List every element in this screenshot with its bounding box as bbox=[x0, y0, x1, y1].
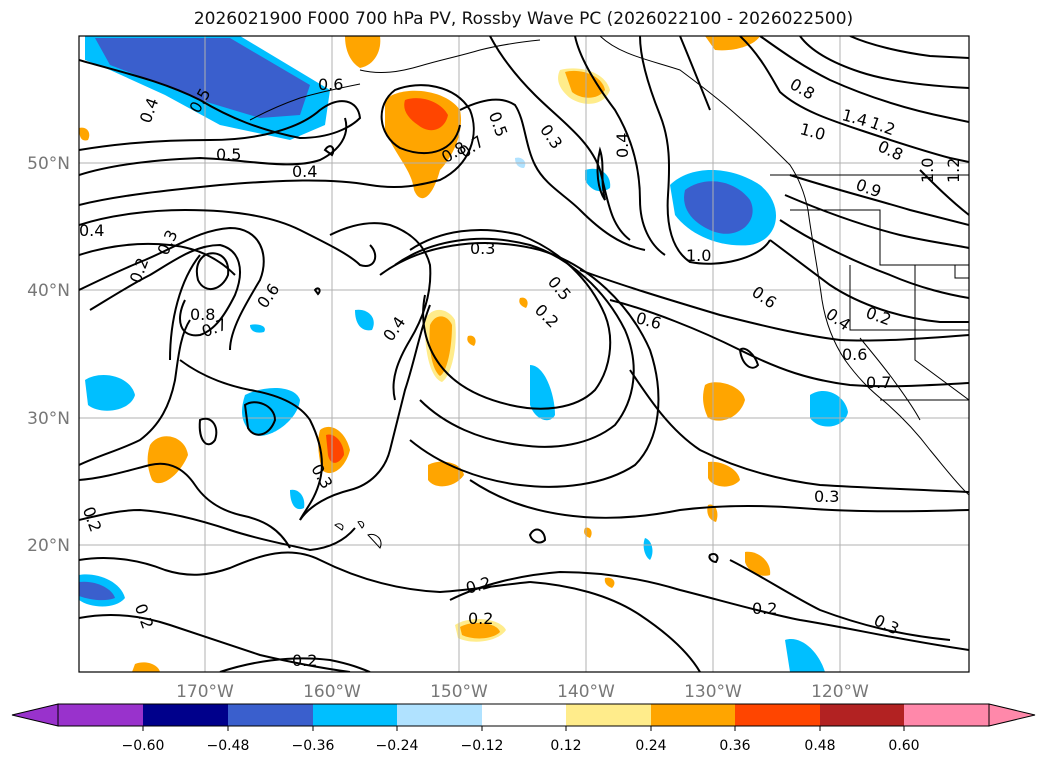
colorbar-tick-label: −0.48 bbox=[207, 738, 250, 754]
contour-label: 0.5 bbox=[216, 145, 241, 164]
lat-tick-label: 30°N bbox=[27, 409, 70, 429]
colorbar-tick-label: −0.24 bbox=[376, 738, 419, 754]
colorbar-segment bbox=[228, 704, 313, 726]
colorbar-segment bbox=[735, 704, 820, 726]
contour-label: 1.2 bbox=[944, 158, 963, 183]
colorbar-tick-label: 0.12 bbox=[550, 738, 581, 754]
contour-label: 0.3 bbox=[470, 239, 495, 258]
colorbar-tick-label: 0.48 bbox=[804, 738, 835, 754]
colorbar-tick-label: 0.36 bbox=[719, 738, 750, 754]
longitude-axis: 170°W 160°W 150°W 140°W 130°W 120°W bbox=[176, 682, 869, 702]
contour-label: 0.4 bbox=[613, 133, 632, 158]
contour-label: 0.2 bbox=[752, 599, 777, 618]
contour-label: 0.4 bbox=[79, 221, 104, 240]
contour-label: 0.2 bbox=[468, 609, 493, 628]
lon-tick-label: 150°W bbox=[430, 682, 488, 702]
colorbar-segment bbox=[820, 704, 904, 726]
contour-label: 0.8 bbox=[190, 305, 215, 324]
colorbar-tick-label: −0.12 bbox=[461, 738, 504, 754]
contour-label: 0.4 bbox=[292, 162, 317, 181]
colorbar-segment bbox=[904, 704, 989, 726]
gridlines bbox=[79, 36, 969, 672]
map-area bbox=[79, 36, 969, 672]
contour-label: 0.3 bbox=[814, 487, 839, 506]
colorbar-extend-min bbox=[11, 703, 59, 727]
pv-contours bbox=[79, 36, 969, 672]
lon-tick-label: 160°W bbox=[303, 682, 361, 702]
contour-label: 0.2 bbox=[292, 651, 317, 670]
colorbar-segment bbox=[143, 704, 228, 726]
lat-tick-label: 20°N bbox=[27, 536, 70, 556]
colorbar-segment bbox=[651, 704, 735, 726]
colorbar-segment bbox=[566, 704, 651, 726]
colorbar-segment bbox=[482, 704, 566, 726]
colorbar-segment bbox=[58, 704, 143, 726]
negative-anomaly-shading bbox=[79, 36, 848, 672]
map-title: 2026021900 F000 700 hPa PV, Rossby Wave … bbox=[193, 9, 854, 29]
colorbar-tick-label: 0.24 bbox=[635, 738, 666, 754]
lon-tick-label: 140°W bbox=[557, 682, 615, 702]
colorbar-tick-label: −0.36 bbox=[292, 738, 335, 754]
lon-tick-label: 170°W bbox=[176, 682, 234, 702]
colorbar-extend-max bbox=[988, 703, 1036, 727]
colorbar-segment bbox=[397, 704, 482, 726]
coastlines bbox=[249, 36, 969, 549]
contour-label: 1.0 bbox=[918, 158, 937, 183]
latitude-axis: 50°N 40°N 30°N 20°N bbox=[27, 154, 70, 556]
colorbar-segment bbox=[313, 704, 397, 726]
colorbar: −0.60 −0.48 −0.36 −0.24 −0.12 0.12 0.24 … bbox=[11, 703, 1036, 754]
positive-anomaly-shading bbox=[79, 36, 771, 672]
contour-label: 0.6 bbox=[842, 345, 867, 364]
lat-tick-label: 40°N bbox=[27, 281, 70, 301]
contour-label: 0.6 bbox=[318, 75, 343, 94]
colorbar-tick-label: −0.60 bbox=[122, 738, 165, 754]
lat-tick-label: 50°N bbox=[27, 154, 70, 174]
colorbar-tick-label: 0.60 bbox=[888, 738, 919, 754]
map-frame bbox=[78, 35, 970, 673]
lon-tick-label: 120°W bbox=[811, 682, 869, 702]
contour-label: 1.0 bbox=[686, 246, 711, 265]
lon-tick-label: 130°W bbox=[684, 682, 742, 702]
contour-label: 0.7 bbox=[866, 373, 891, 392]
